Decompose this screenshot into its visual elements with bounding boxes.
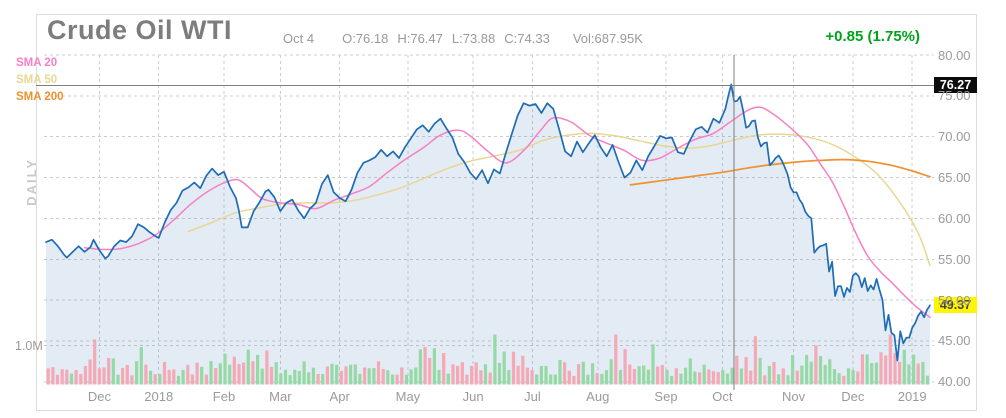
chart-plot-area[interactable] [46, 55, 930, 387]
x-axis-tick-label: Apr [329, 389, 350, 404]
readout-open: O:76.18 [342, 31, 389, 46]
y-axis-tick-label: 40.00 [938, 374, 971, 390]
price-change-label: +0.85 (1.75%) [825, 28, 920, 45]
x-axis-tick-label: Oct [712, 389, 733, 404]
legend-item-sma-20[interactable]: SMA 20 [16, 57, 58, 69]
y-axis-tick-label: 60.00 [938, 210, 971, 226]
readout-date: Oct 4 [283, 31, 315, 46]
volume-axis-label: 1.0M [15, 339, 43, 353]
x-axis-tick-label: May [395, 389, 421, 404]
readout-low: L:73.88 [451, 31, 496, 46]
ohlc-readout: Oct 4 O:76.18 H:76.47 L:73.88 C:74.33 Vo… [283, 31, 643, 46]
interval-label: DAILY [24, 158, 39, 206]
sma-legend: SMA 20 SMA 50 SMA 200 [16, 57, 64, 108]
x-axis-tick-label: Sep [654, 389, 678, 404]
x-axis-tick-label: 2019 [897, 389, 927, 404]
readout-high: H:76.47 [397, 31, 443, 46]
readout-close: C:74.33 [504, 31, 550, 46]
x-axis-tick-label: Nov [781, 389, 806, 404]
legend-item-sma-50[interactable]: SMA 50 [16, 74, 58, 86]
crosshair-price-badge: 76.27 [934, 77, 977, 94]
readout-volume: Vol:687.95K [572, 31, 643, 46]
x-axis-tick-label: Mar [269, 389, 292, 404]
y-axis-tick-label: 65.00 [938, 170, 971, 186]
y-axis-tick-label: 80.00 [938, 47, 971, 63]
x-axis-tick-label: Dec [87, 389, 111, 404]
x-axis-tick-label: 2018 [144, 389, 174, 404]
legend-item-sma-200[interactable]: SMA 200 [16, 91, 64, 103]
x-axis-tick-label: Dec [841, 389, 865, 404]
x-axis-tick-label: Aug [586, 389, 610, 404]
y-axis-tick-label: 45.00 [938, 333, 971, 349]
y-axis-tick-label: 55.00 [938, 251, 971, 267]
x-axis-tick-label: Jun [462, 389, 484, 404]
y-axis-tick-label: 70.00 [938, 129, 971, 145]
y-axis-tick-label: 75.00 [938, 88, 971, 104]
chart-title: Crude Oil WTI [47, 15, 232, 45]
y-axis-tick-label: 50.00 [938, 292, 971, 308]
last-price-badge: 49.37 [934, 297, 977, 314]
x-axis-tick-label: Feb [212, 389, 236, 404]
x-axis-tick-label: Jul [524, 389, 541, 404]
